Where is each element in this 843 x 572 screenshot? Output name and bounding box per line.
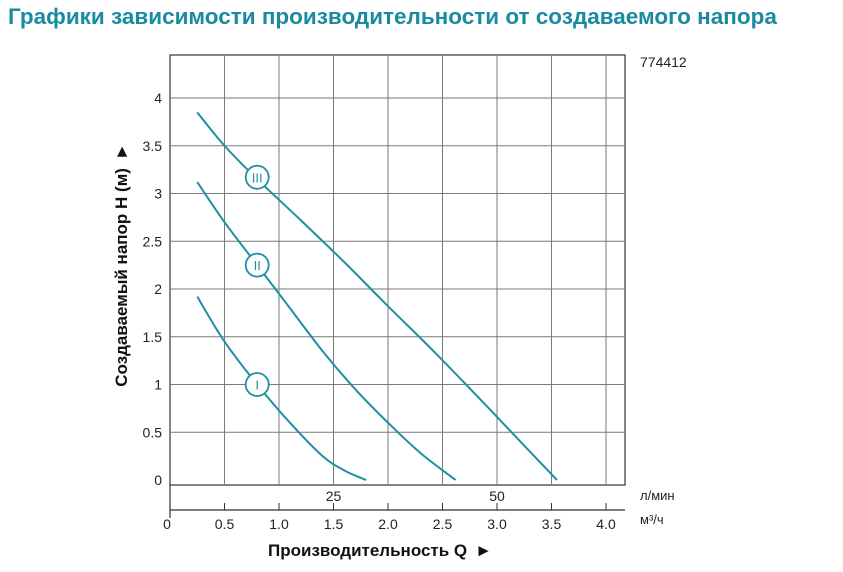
y-tick-label: 1 (154, 377, 162, 393)
x-tick-label-lmin: 25 (326, 488, 342, 504)
grid (169, 54, 626, 486)
y-axis-arrow: ► (112, 143, 131, 160)
page-title: Графики зависимости производительности о… (8, 4, 777, 29)
axes (169, 485, 625, 518)
curve-i (196, 296, 367, 481)
x-tick-label-m3h: 0 (163, 516, 171, 532)
y-tick-label: 0 (154, 472, 162, 488)
x-tick-label-m3h: 4.0 (596, 516, 616, 532)
x-tick-label-m3h: 1.5 (324, 516, 344, 532)
unit-m3h: м³/ч (640, 512, 664, 527)
x-tick-label-m3h: 2.5 (433, 516, 453, 532)
model-code: 774412 (640, 54, 687, 70)
y-axis-title: Создаваемый напор H (м) ► (112, 143, 131, 387)
x-tick-label-m3h: 3.5 (542, 516, 562, 532)
x-tick-label-lmin: 50 (489, 488, 505, 504)
y-tick-label: 0.5 (143, 424, 163, 440)
curve-label-text: II (254, 258, 261, 273)
unit-lmin: л/мин (640, 488, 675, 503)
y-axis-title-text: Создаваемый напор H (м) (112, 168, 131, 387)
x-axis-arrow: ► (475, 541, 492, 560)
x-tick-label-m3h: 0.5 (215, 516, 235, 532)
x-axis-title: Производительность Q ► (268, 541, 492, 560)
axis-text: 0 0.5 1 1.5 2 2.5 3 3.5 4 0 0.5 1.0 1.5 2.0 2.5 3.0 3.5 4… (112, 90, 675, 560)
x-tick-label-m3h: 1.0 (269, 516, 289, 532)
x-tick-label-m3h: 3.0 (487, 516, 507, 532)
y-tick-label: 3.5 (143, 138, 163, 154)
y-tick-label: 4 (154, 90, 162, 106)
curve-label-text: I (255, 378, 259, 393)
y-tick-label: 3 (154, 186, 162, 202)
curve-label-text: III (252, 170, 263, 185)
y-tick-label: 2 (154, 281, 162, 297)
y-tick-label: 2.5 (143, 233, 163, 249)
plot-frame (169, 54, 626, 486)
y-tick-label: 1.5 (143, 329, 163, 345)
curve-label-marker (244, 164, 270, 190)
curve-label-marker (244, 372, 270, 397)
curve-ii (196, 181, 457, 481)
curve-label-marker (244, 252, 270, 278)
x-axis-title-text: Производительность Q (268, 541, 467, 560)
curves (196, 111, 558, 481)
curve-iii (196, 111, 558, 481)
x-tick-label-m3h: 2.0 (378, 516, 398, 532)
